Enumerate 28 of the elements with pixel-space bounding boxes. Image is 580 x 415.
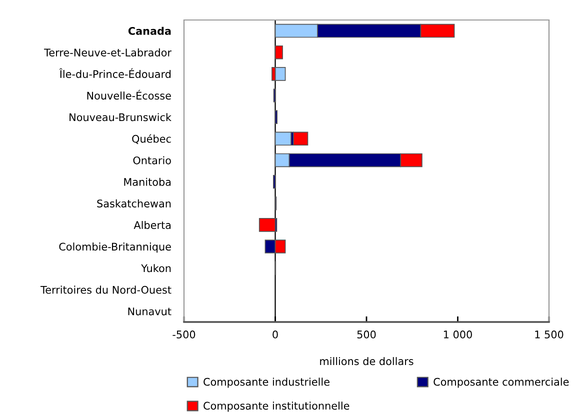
legend-label: Composante industrielle (204, 378, 330, 388)
x-tick-label: 1 000 (444, 330, 472, 338)
y-tick-label: Terre-Neuve-et-Labrador (44, 48, 172, 56)
x-axis-title: millions de dollars (320, 357, 414, 366)
legend-label: Composante institutionnelle (204, 402, 350, 412)
y-tick-label: Ontario (133, 156, 171, 164)
bar (274, 67, 286, 81)
y-tick-label: Nunavut (128, 308, 172, 316)
y-tick-label: Québec (132, 134, 171, 144)
x-tick-label: 1 500 (535, 330, 564, 338)
x-tick-label: -500 (172, 330, 196, 338)
bar (293, 132, 308, 146)
bar (258, 218, 276, 232)
y-tick-label: Yukon (141, 264, 171, 272)
x-tick-label: 500 (357, 330, 376, 338)
y-tick-label: Alberta (134, 220, 171, 230)
y-tick-label: Colombie-Britannique (59, 242, 171, 253)
y-tick-label: Manitoba (124, 178, 171, 186)
y-tick-label: Nouvelle-Écosse (87, 90, 171, 100)
y-tick-label: Nouveau-Brunswick (70, 113, 172, 122)
bar (274, 45, 283, 60)
legend-label: Composante commerciale (434, 378, 569, 388)
y-tick-label: Île-du-Prince-Édouard (59, 68, 171, 78)
bar (274, 132, 292, 146)
y-tick-label: Canada (128, 26, 171, 35)
y-tick-label: Saskatchewan (97, 199, 171, 208)
y-tick-label: Territoires du Nord-Ouest (40, 286, 172, 294)
x-tick-label: 0 (272, 330, 278, 338)
